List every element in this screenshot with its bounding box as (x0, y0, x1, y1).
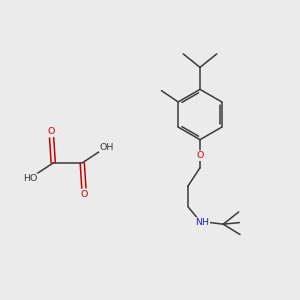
Text: O: O (48, 127, 55, 136)
Text: O: O (196, 151, 204, 160)
Text: NH: NH (195, 218, 209, 227)
Text: O: O (80, 190, 88, 199)
Text: HO: HO (23, 174, 38, 183)
Text: OH: OH (100, 142, 114, 152)
